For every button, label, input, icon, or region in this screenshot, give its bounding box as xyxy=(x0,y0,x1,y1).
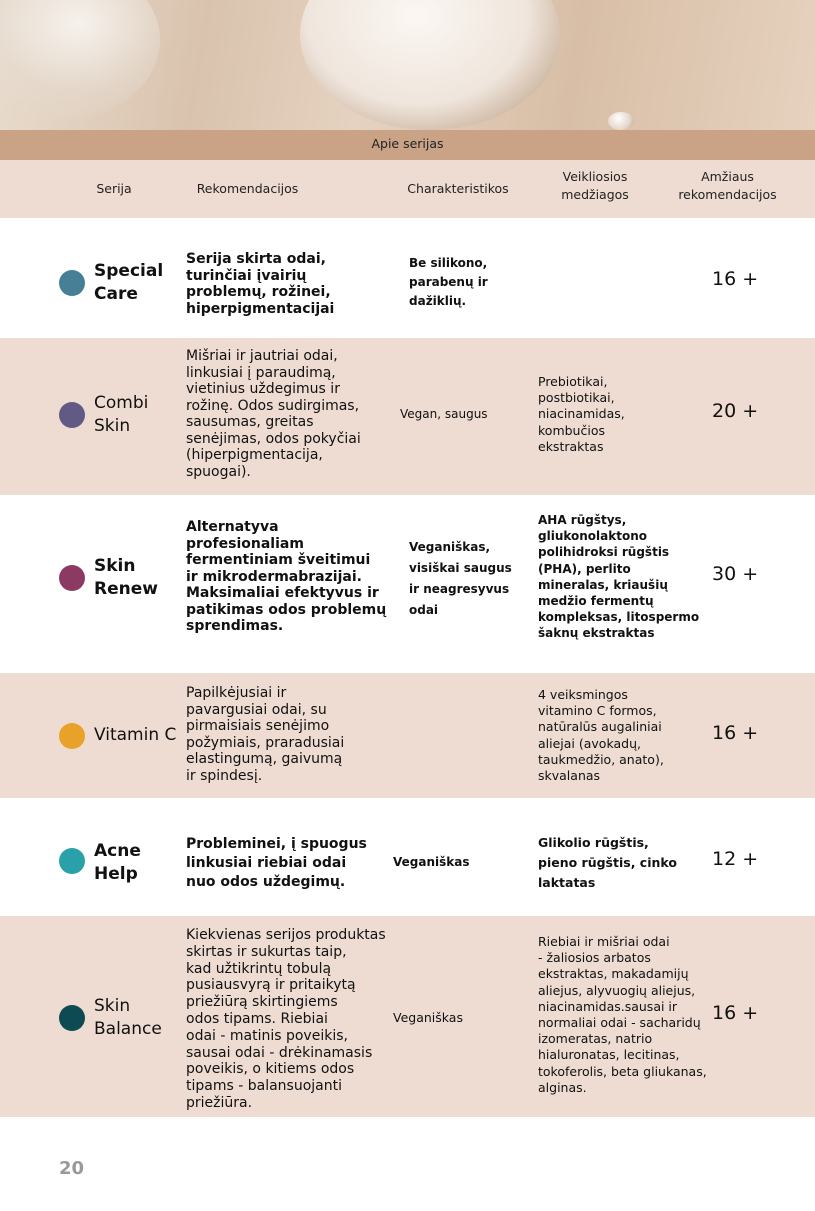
table-header: Serija Rekomendacijos Charakteristikos V… xyxy=(0,160,815,218)
page-number: 20 xyxy=(59,1158,85,1179)
characteristics: Veganiškas xyxy=(393,1010,463,1025)
table-title: Apie serijas xyxy=(0,130,815,160)
series-name: Combi Skin xyxy=(94,393,149,436)
recommendation: Papilkėjusiai ir pavargusiai odai, su pi… xyxy=(186,685,345,784)
age: 12 + xyxy=(712,848,759,870)
actives: AHA rūgštys, gliukonolaktono polihidroks… xyxy=(538,513,700,641)
recommendation: Mišriai ir jautriai odai, linkusiai į pa… xyxy=(186,348,361,480)
age: 16 + xyxy=(712,268,759,290)
actives: Prebiotikai, postbiotikai, niacinamidas,… xyxy=(538,374,625,454)
col-serija: Serija xyxy=(96,181,132,196)
characteristics: Veganiškas, visiškai saugus ir neagresyv… xyxy=(409,540,512,617)
characteristics: Vegan, saugus xyxy=(400,407,488,421)
series-color-dot xyxy=(59,565,85,591)
recommendation: Serija skirta odai, turinčiai įvairių pr… xyxy=(186,251,335,317)
series-color-dot xyxy=(59,723,85,749)
cream-swatch xyxy=(300,0,560,130)
droplet xyxy=(608,112,634,130)
table-row: Skin Balance Kiekvienas serijos produkta… xyxy=(0,916,815,1117)
col-amziaus: Amžiaus rekomendacijos xyxy=(678,169,777,202)
recommendation: Kiekvienas serijos produktas skirtas ir … xyxy=(186,927,386,1111)
recommendation: Probleminei, į spuogus linkusiai riebiai… xyxy=(186,836,367,890)
age: 30 + xyxy=(712,563,759,585)
actives: 4 veiksmingos vitamino C formos, natūral… xyxy=(538,687,664,784)
series-name: Vitamin C xyxy=(94,725,177,745)
series-name: Acne Help xyxy=(94,841,141,884)
characteristics: Be silikono, parabenų ir dažiklių. xyxy=(409,256,488,308)
table-row: Acne Help Probleminei, į spuogus linkusi… xyxy=(0,798,815,916)
age: 20 + xyxy=(712,400,759,422)
actives: Glikolio rūgštis, pieno rūgštis, cinko l… xyxy=(538,835,677,890)
hero-image xyxy=(0,0,815,130)
characteristics: Veganiškas xyxy=(393,855,470,869)
gel-texture xyxy=(0,0,160,120)
series-name: Special Care xyxy=(94,261,164,304)
col-rekomendacijos: Rekomendacijos xyxy=(196,181,299,196)
series-color-dot xyxy=(59,848,85,874)
series-name: Skin Renew xyxy=(94,556,158,599)
actives: Riebiai ir mišriai odai - žaliosios arba… xyxy=(538,934,707,1095)
table-row: Special Care Serija skirta odai, turinči… xyxy=(0,218,815,338)
age: 16 + xyxy=(712,1002,759,1024)
table-row: Skin Renew Alternatyva profesionaliam fe… xyxy=(0,495,815,673)
series-color-dot xyxy=(59,402,85,428)
series-color-dot xyxy=(59,1005,85,1031)
table-row: Vitamin C Papilkėjusiai ir pavargusiai o… xyxy=(0,673,815,798)
col-veikliosios: Veikliosios medžiagos xyxy=(561,169,629,202)
age: 16 + xyxy=(712,722,759,744)
series-color-dot xyxy=(59,270,85,296)
table-row: Combi Skin Mišriai ir jautriai odai, lin… xyxy=(0,338,815,495)
col-charakteristikos: Charakteristikos xyxy=(407,181,509,196)
recommendation: Alternatyva profesionaliam fermentiniam … xyxy=(186,519,387,634)
series-name: Skin Balance xyxy=(94,996,162,1039)
